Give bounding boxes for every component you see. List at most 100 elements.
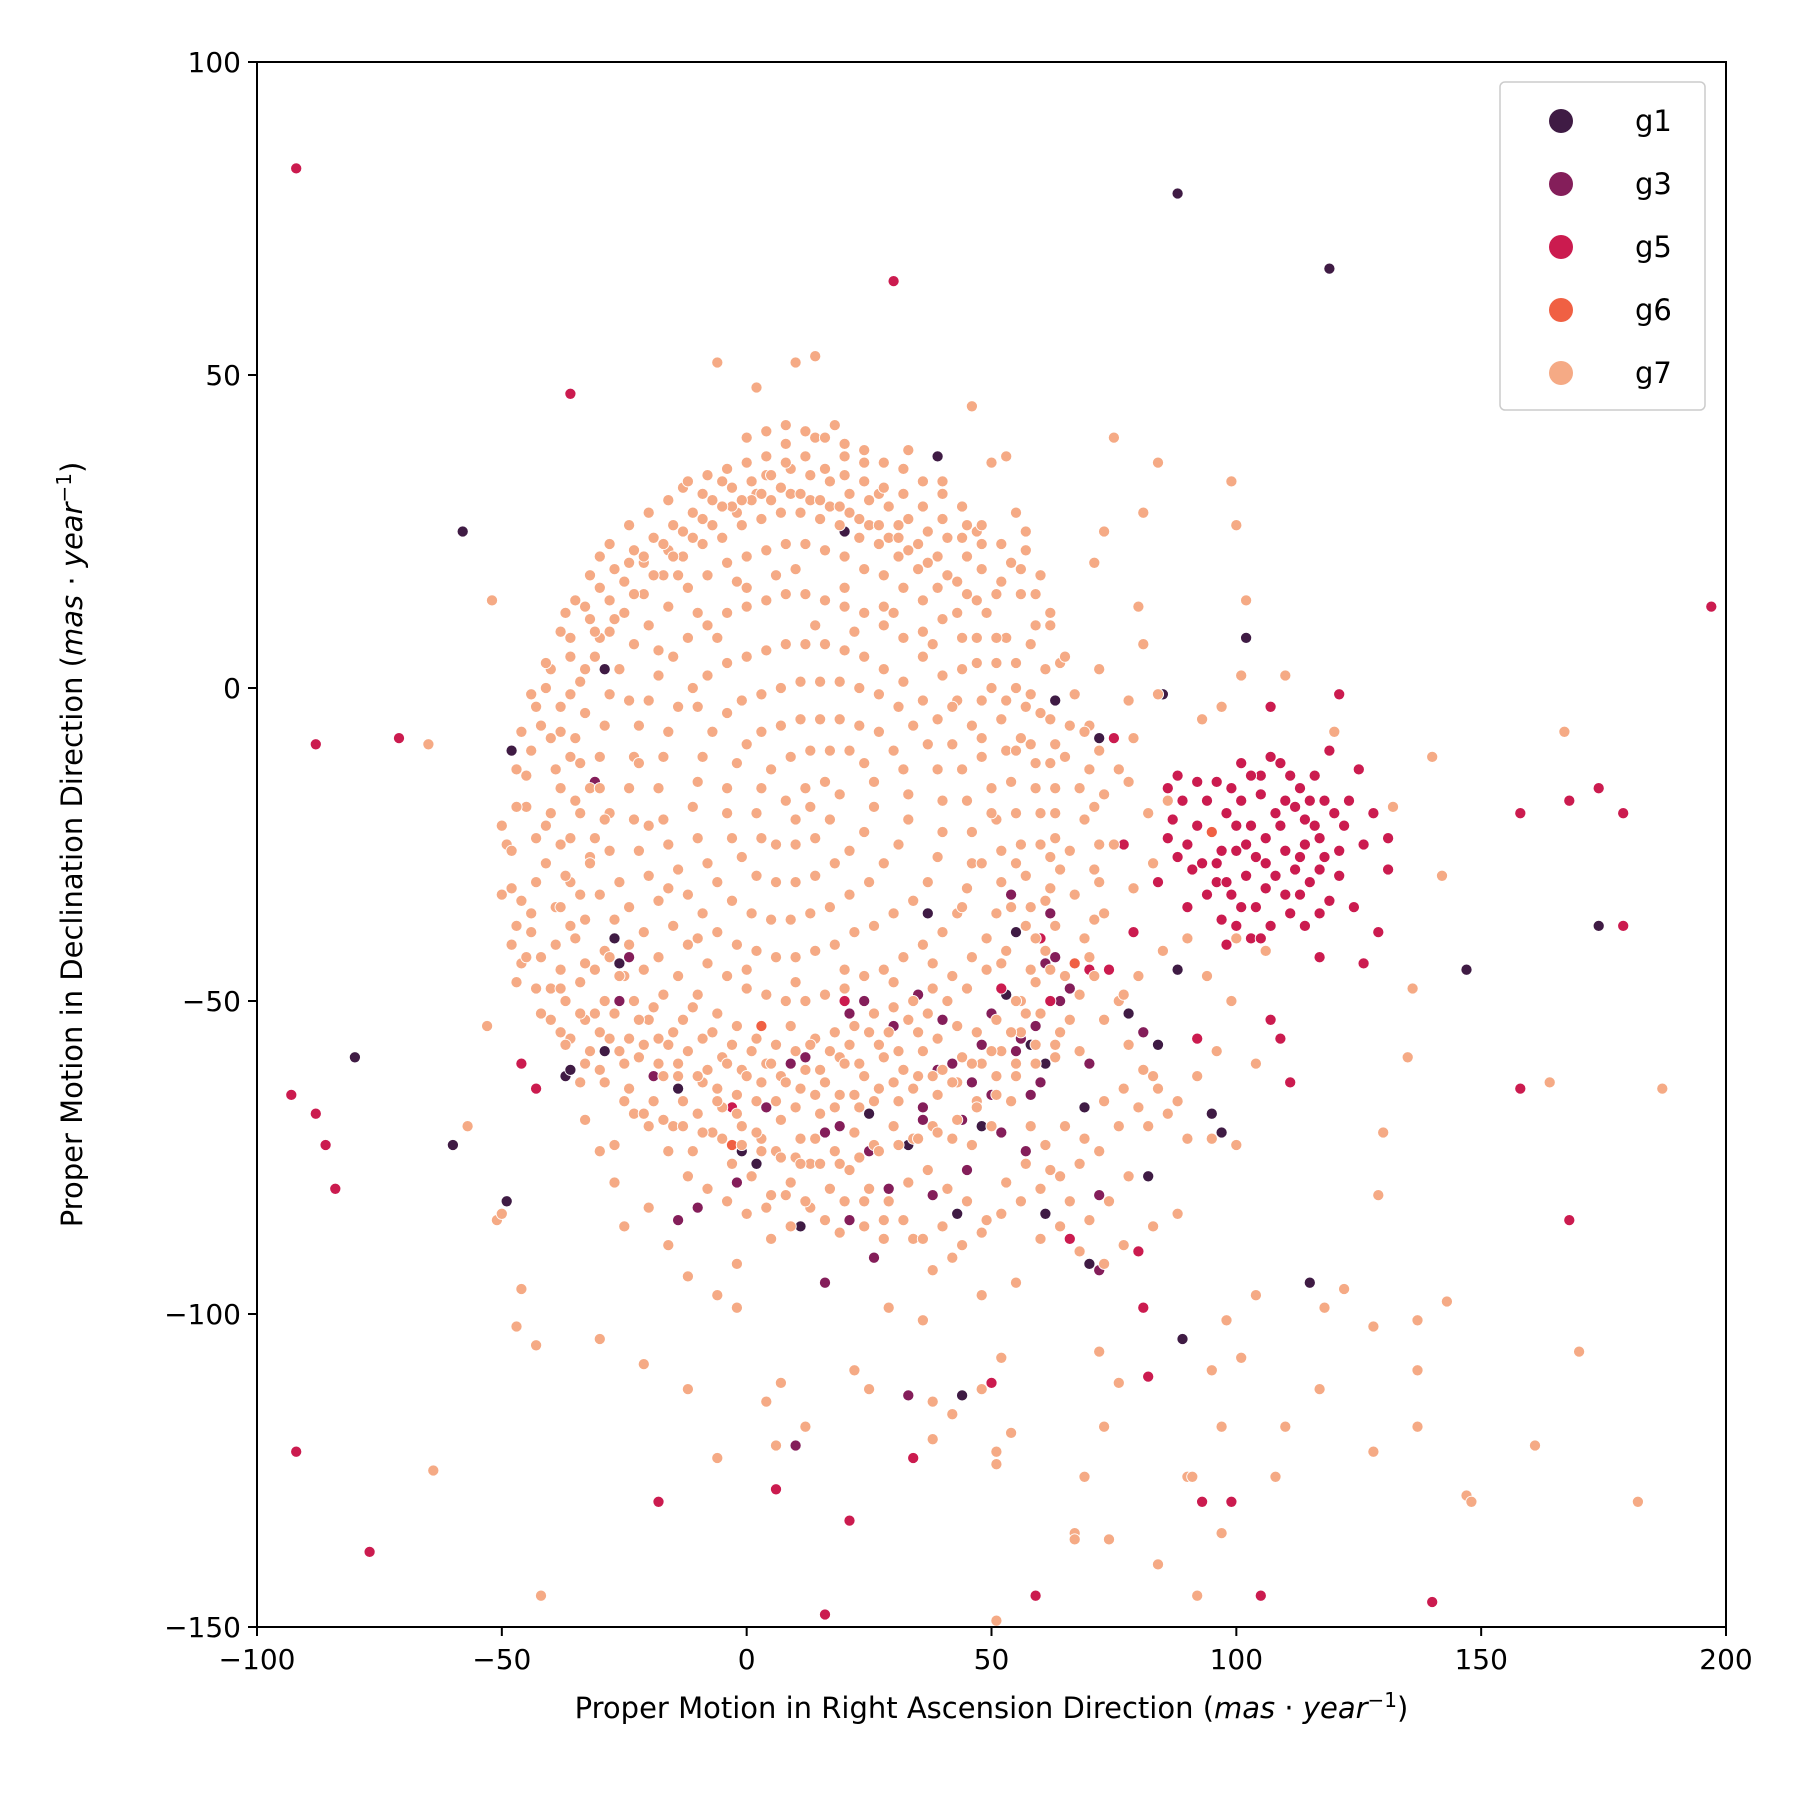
- data-point-g7: [1019, 1007, 1032, 1020]
- data-point-g7: [833, 1157, 846, 1170]
- data-point-g7: [1029, 782, 1042, 795]
- data-point-g5: [1514, 1082, 1527, 1095]
- data-point-g7: [1318, 1301, 1331, 1314]
- data-point-g5: [1249, 850, 1262, 864]
- data-point-g7: [990, 1088, 1003, 1101]
- data-point-g5: [1617, 807, 1630, 820]
- data-point-g7: [740, 738, 753, 751]
- data-point-g7: [1093, 1145, 1106, 1158]
- data-point-g7: [701, 957, 714, 970]
- data-point-g7: [642, 694, 655, 707]
- data-point-g1: [1592, 919, 1605, 932]
- data-point-g7: [921, 525, 934, 538]
- data-point-g5: [1279, 844, 1292, 857]
- data-point-g7: [1024, 901, 1037, 914]
- data-point-g7: [1147, 1220, 1160, 1233]
- data-point-g7: [769, 569, 783, 582]
- data-point-g7: [647, 569, 660, 582]
- data-point-g7: [926, 638, 939, 651]
- data-point-g5: [1210, 775, 1223, 788]
- data-point-g7: [872, 1145, 885, 1158]
- data-point-g7: [598, 1076, 611, 1089]
- data-point-g7: [667, 919, 680, 932]
- data-point-g7: [975, 537, 988, 551]
- data-point-g7: [534, 1007, 548, 1020]
- data-point-g5: [985, 1376, 998, 1389]
- data-point-g7: [755, 1145, 768, 1158]
- data-point-g1: [951, 1207, 964, 1220]
- x-tick-label: 100: [1210, 1643, 1263, 1676]
- data-point-g7: [755, 487, 768, 500]
- data-point-g7: [686, 1001, 699, 1014]
- data-point-g5: [1029, 1589, 1042, 1602]
- data-point-g7: [1073, 1157, 1086, 1170]
- data-point-g5: [329, 1182, 342, 1195]
- data-point-g7: [760, 594, 773, 607]
- data-point-g7: [946, 738, 959, 751]
- data-point-g7: [549, 938, 562, 951]
- data-point-g7: [603, 844, 616, 857]
- data-point-g7: [740, 1070, 753, 1083]
- data-point-g5: [1284, 769, 1297, 782]
- data-point-g5: [1191, 819, 1204, 832]
- data-point-g5: [1303, 876, 1316, 889]
- data-point-g7: [956, 631, 969, 644]
- data-point-g1: [348, 1051, 361, 1064]
- data-point-g7: [789, 356, 802, 369]
- data-point-g7: [632, 1051, 645, 1064]
- data-point-g7: [990, 907, 1003, 920]
- data-point-g7: [941, 994, 954, 1008]
- data-point-g5: [1200, 794, 1214, 807]
- data-point-g7: [422, 738, 435, 751]
- data-point-g7: [838, 982, 851, 995]
- data-point-g7: [990, 631, 1003, 644]
- data-point-g7: [843, 487, 856, 500]
- data-point-g7: [765, 1057, 778, 1070]
- data-point-g5: [1323, 894, 1336, 907]
- data-point-g7: [931, 763, 944, 776]
- data-point-g7: [1656, 1082, 1669, 1095]
- data-point-g7: [1000, 450, 1013, 463]
- data-point-g7: [530, 700, 543, 713]
- data-point-g7: [907, 1082, 920, 1095]
- data-point-g1: [1122, 1007, 1135, 1020]
- data-point-g7: [828, 938, 841, 951]
- data-point-g7: [1073, 1245, 1086, 1258]
- data-point-g7: [912, 1132, 925, 1145]
- data-point-g7: [809, 1088, 822, 1101]
- data-point-g7: [721, 1195, 734, 1208]
- data-point-g7: [809, 1132, 822, 1145]
- data-point-g7: [1073, 782, 1086, 795]
- data-point-g5: [1063, 1232, 1076, 1245]
- data-point-g7: [936, 475, 949, 488]
- data-point-g7: [1132, 600, 1145, 613]
- data-point-g7: [662, 1038, 675, 1051]
- data-point-g7: [549, 763, 562, 776]
- data-point-g7: [495, 888, 508, 901]
- y-tick-label: −150: [164, 1611, 241, 1644]
- data-point-g7: [1044, 1163, 1057, 1177]
- data-point-g7: [897, 675, 910, 688]
- data-point-g5: [1357, 957, 1370, 970]
- data-point-g7: [887, 1001, 900, 1014]
- data-point-g7: [676, 525, 690, 538]
- data-point-g7: [853, 681, 866, 695]
- data-point-g7: [1098, 788, 1111, 801]
- data-point-g7: [858, 563, 871, 576]
- data-point-g3: [916, 1113, 929, 1126]
- data-point-g7: [799, 782, 812, 795]
- data-point-g7: [892, 550, 905, 563]
- data-point-g5: [1372, 926, 1385, 939]
- data-point-g3: [975, 1038, 988, 1051]
- data-point-g7: [618, 1057, 631, 1070]
- data-point-g7: [1005, 901, 1018, 914]
- data-point-g7: [1058, 650, 1072, 663]
- data-point-g5: [1259, 882, 1272, 895]
- data-point-g7: [926, 1070, 939, 1083]
- data-point-g7: [1098, 1257, 1111, 1270]
- data-point-g7: [716, 475, 729, 488]
- data-point-g7: [1009, 857, 1023, 870]
- data-point-g7: [1049, 738, 1062, 751]
- data-point-g7: [828, 1101, 841, 1114]
- data-point-g7: [603, 1032, 616, 1045]
